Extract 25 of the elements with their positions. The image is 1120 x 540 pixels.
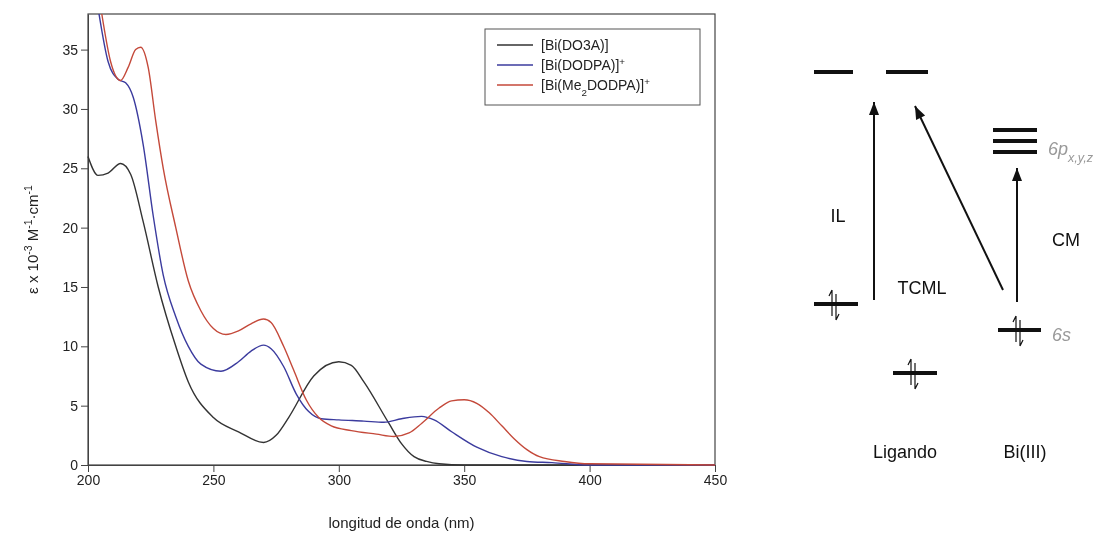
y-tick-label: 35 [62, 41, 79, 58]
text: CM [1052, 230, 1080, 250]
y-tick-label: 20 [62, 219, 79, 236]
y-tick-label: 10 [62, 338, 79, 355]
x-tick-label: 350 [453, 471, 477, 488]
text: Ligando [872, 442, 938, 462]
text: IL [830, 206, 846, 226]
x-axis-title: longitud de onda (nm) [328, 514, 475, 531]
x-tick-label: 200 [76, 471, 101, 488]
y-tick-label: 0 [70, 456, 79, 473]
x-tick-label: 400 [578, 471, 602, 488]
text: Bi(III) [1003, 442, 1047, 462]
y-tick-label: 5 [70, 397, 79, 414]
legend-label: [Bi(Me$_{2}$DODPA)]$^{+}$ [541, 75, 651, 98]
legend-label: [Bi(DODPA)]$^{+}$ [541, 55, 626, 73]
x-tick-label: 250 [202, 471, 226, 488]
text: 6s [1052, 325, 1072, 345]
text: 6p$_{x,y,z}$ [1048, 139, 1094, 165]
x-tick-label: 450 [703, 471, 728, 488]
legend-label: [Bi(DO3A)] [541, 37, 609, 53]
y-tick-label: 25 [62, 160, 79, 177]
x-tick-label: 300 [327, 471, 352, 488]
text: TCML [897, 278, 947, 298]
y-tick-label: 30 [62, 100, 79, 117]
y-tick-label: 15 [62, 278, 79, 295]
